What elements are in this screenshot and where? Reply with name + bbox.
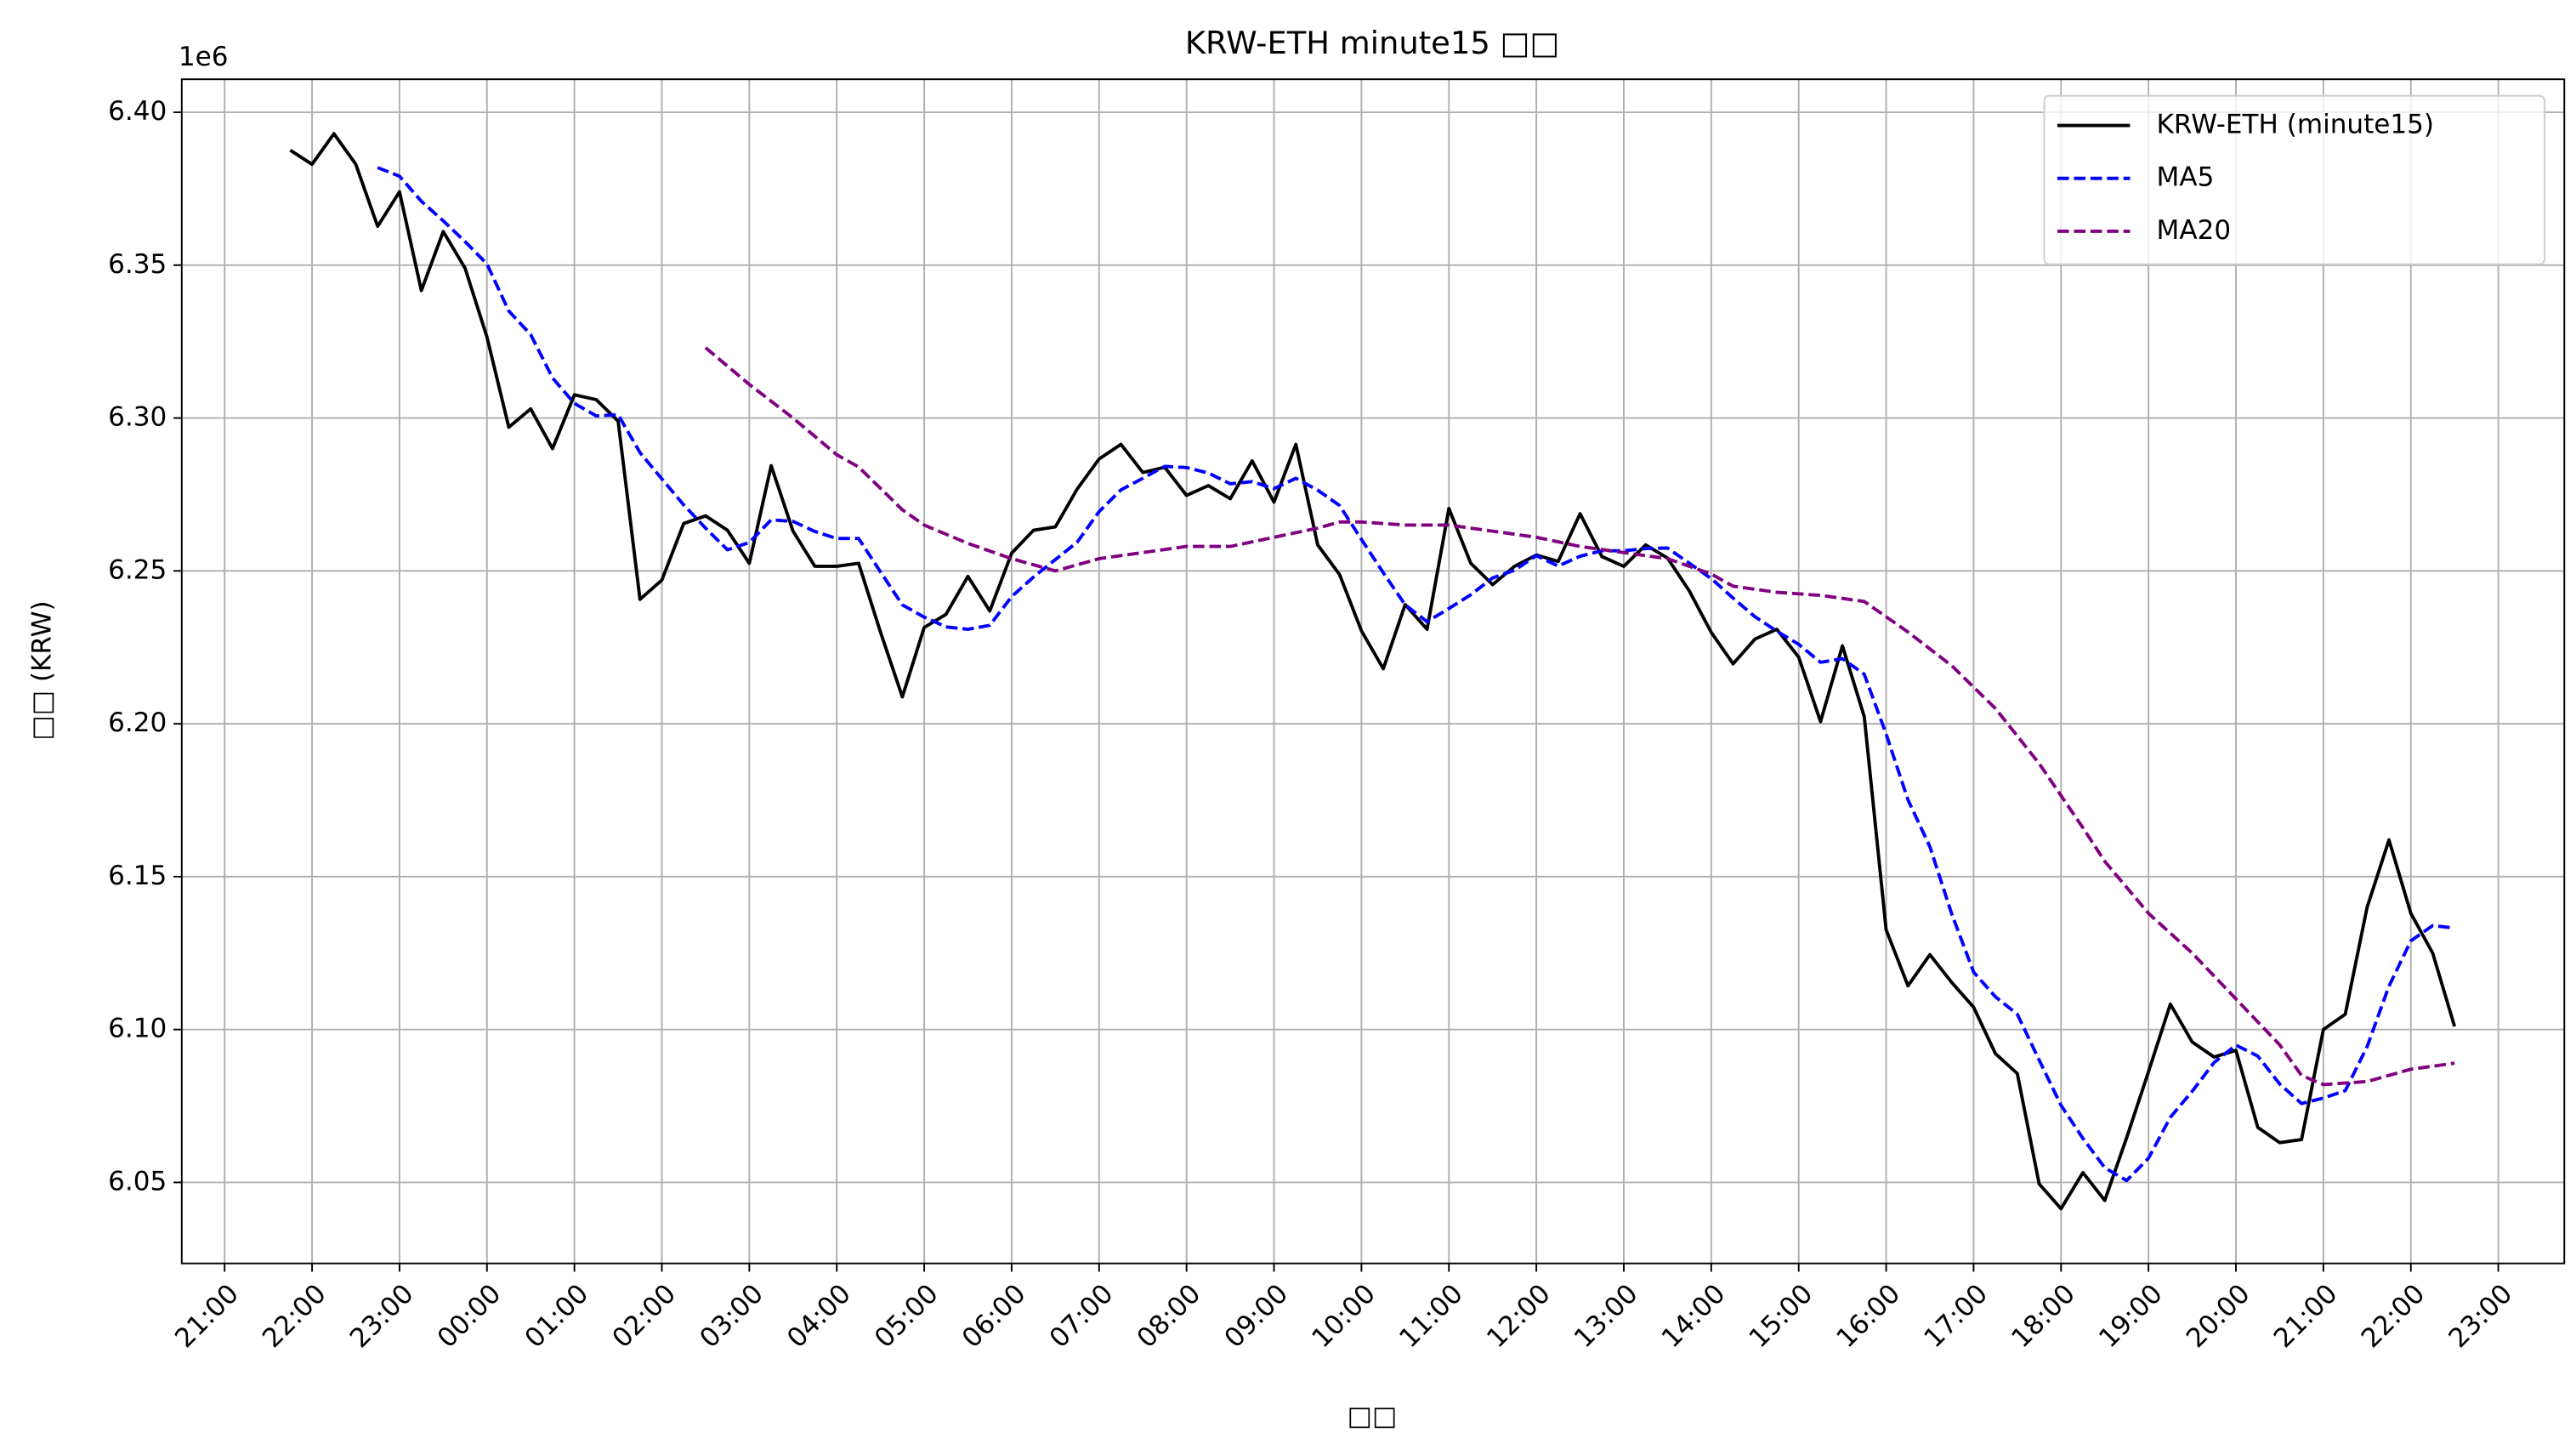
- x-tick-label: 03:00: [694, 1278, 769, 1354]
- x-tick-label: 21:00: [2268, 1278, 2344, 1354]
- x-tick-label: 08:00: [1132, 1278, 1207, 1354]
- x-tick-label: 05:00: [869, 1278, 945, 1354]
- grid: [181, 79, 2565, 1264]
- x-tick-label: 20:00: [2181, 1278, 2256, 1354]
- series-line: [377, 166, 2455, 1183]
- y-tick-label: 6.05: [108, 1166, 167, 1196]
- y-tick-label: 6.15: [108, 861, 167, 891]
- x-tick-label: 17:00: [1918, 1278, 1994, 1354]
- y-axis-label: □□ (KRW): [27, 600, 58, 740]
- y-tick-label: 6.10: [108, 1014, 167, 1044]
- x-tick-label: 11:00: [1393, 1278, 1469, 1354]
- x-tick-label: 21:00: [169, 1278, 245, 1354]
- y-offset-label: 1e6: [179, 42, 229, 72]
- plot-lines: [289, 132, 2457, 1211]
- x-tick-label: 01:00: [519, 1278, 595, 1354]
- x-tick-label: 13:00: [1569, 1278, 1644, 1354]
- x-tick-label: 19:00: [2093, 1278, 2169, 1354]
- legend: KRW-ETH (minute15) MA5 MA20: [2043, 94, 2545, 265]
- x-tick-label: 15:00: [1744, 1278, 1819, 1354]
- x-tick-label: 06:00: [956, 1278, 1032, 1354]
- x-tick-label: 07:00: [1044, 1278, 1120, 1354]
- y-tick-label: 6.25: [108, 554, 167, 585]
- plot-frame: [180, 78, 2566, 1265]
- series-line: [289, 132, 2457, 1211]
- y-tick-label: 6.30: [108, 402, 167, 433]
- legend-box: [2043, 94, 2545, 265]
- y-tick-label: 6.20: [108, 708, 167, 738]
- x-tick-label: 10:00: [1306, 1278, 1382, 1354]
- x-tick-label: 23:00: [2443, 1278, 2519, 1354]
- x-axis-label: □□: [1348, 1401, 1398, 1431]
- x-tick-label: 04:00: [781, 1278, 857, 1354]
- chart-title: KRW-ETH minute15 □□: [1185, 25, 1559, 61]
- x-tick-label: 09:00: [1218, 1278, 1294, 1354]
- x-tick-label: 14:00: [1656, 1278, 1732, 1354]
- legend-label: KRW-ETH (minute15): [2157, 110, 2435, 140]
- legend-label: MA20: [2157, 215, 2232, 246]
- x-tick-label: 12:00: [1481, 1278, 1557, 1354]
- x-tick-label: 18:00: [2006, 1278, 2081, 1354]
- x-tick-label: 02:00: [606, 1278, 682, 1354]
- y-tick-label: 6.35: [108, 249, 167, 280]
- series-line: [704, 346, 2455, 1087]
- x-tick-label: 00:00: [432, 1278, 508, 1354]
- x-tick-label: 22:00: [257, 1278, 332, 1354]
- y-tick-label: 6.40: [108, 96, 167, 127]
- legend-label: MA5: [2157, 162, 2215, 193]
- x-tick-label: 22:00: [2356, 1278, 2431, 1354]
- x-tick-label: 16:00: [1830, 1278, 1906, 1354]
- x-tick-label: 23:00: [344, 1278, 420, 1354]
